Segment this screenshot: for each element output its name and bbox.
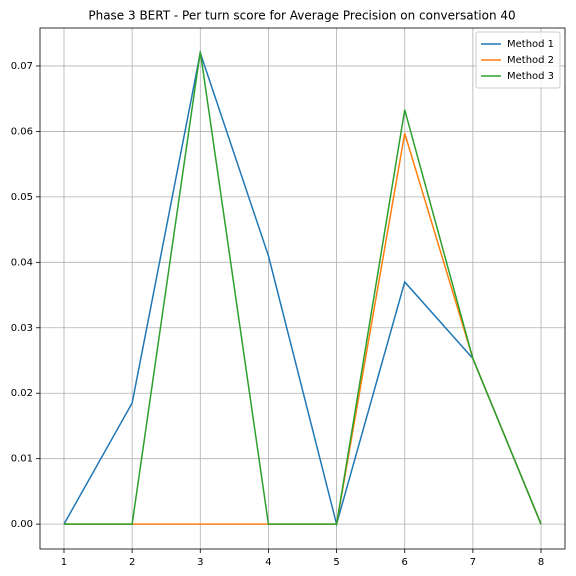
y-tick-label: 0.04 bbox=[11, 257, 33, 268]
x-tick-label: 2 bbox=[129, 557, 135, 568]
x-tick-label: 1 bbox=[61, 557, 67, 568]
x-tick-label: 7 bbox=[470, 557, 476, 568]
y-tick-label: 0.03 bbox=[11, 323, 33, 334]
data-line bbox=[63, 49, 542, 528]
y-tick-label: 0.05 bbox=[11, 192, 33, 203]
legend-box bbox=[475, 31, 561, 89]
data-line bbox=[63, 133, 542, 525]
y-tick-label: 0.02 bbox=[11, 388, 33, 399]
x-tick-label: 8 bbox=[538, 557, 544, 568]
x-tick-label: 3 bbox=[197, 557, 203, 568]
x-tick-label: 6 bbox=[402, 557, 408, 568]
x-tick-label: 4 bbox=[265, 557, 271, 568]
legend-label: Method 2 bbox=[507, 55, 554, 66]
chart-title: Phase 3 BERT - Per turn score for Averag… bbox=[88, 9, 515, 23]
x-tick-label: 5 bbox=[333, 557, 339, 568]
y-tick-label: 0.00 bbox=[11, 519, 33, 530]
plot-frame bbox=[39, 27, 566, 550]
legend-label: Method 1 bbox=[507, 39, 554, 50]
y-tick-label: 0.06 bbox=[11, 126, 33, 137]
legend-label: Method 3 bbox=[507, 71, 554, 82]
data-line bbox=[63, 51, 542, 525]
y-tick-label: 0.07 bbox=[11, 61, 33, 72]
y-tick-label: 0.01 bbox=[11, 454, 33, 465]
